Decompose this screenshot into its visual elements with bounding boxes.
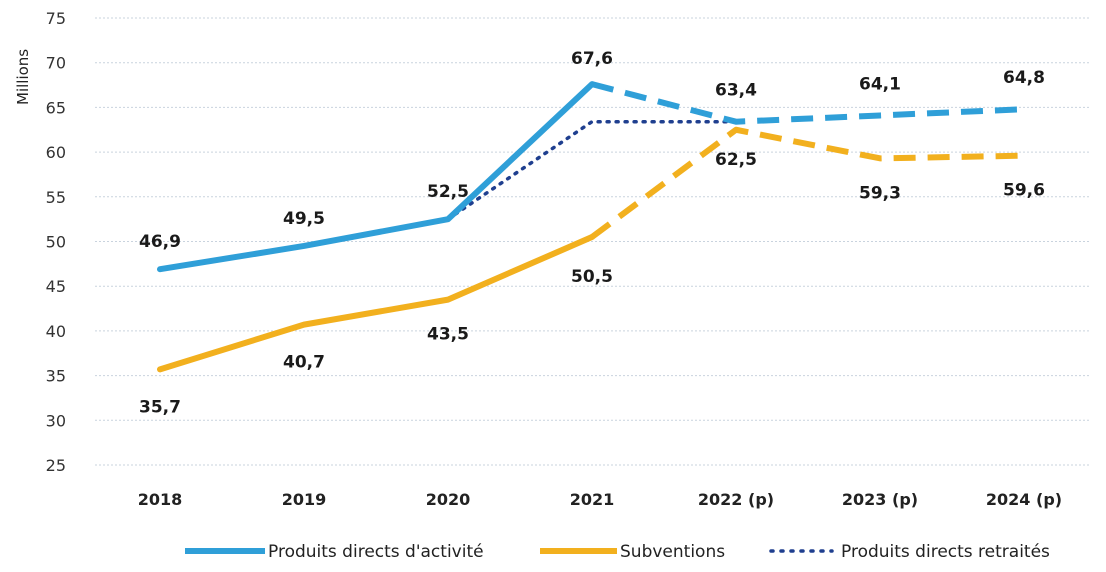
grid-layer [95,17,1090,466]
data-label-subventions: 35,7 [139,397,181,417]
y-tick-label: 40 [46,322,66,341]
data-label-subventions: 62,5 [715,150,757,170]
data-label-produits-directs: 64,8 [1003,68,1045,88]
data-label-subventions: 50,5 [571,267,613,287]
data-label-produits-directs: 67,6 [571,49,613,69]
data-label-produits-directs: 46,9 [139,232,181,252]
legend-label-produits-directs: Produits directs d'activité [268,542,484,562]
y-tick-label: 50 [46,233,66,252]
legend-label-subventions: Subventions [620,542,725,562]
data-labels: 46,9 49,5 52,5 67,6 63,4 64,1 64,8 35,7 40,7 43,5… [139,49,1045,417]
data-label-produits-directs: 52,5 [427,182,469,202]
data-label-subventions: 59,6 [1003,181,1045,201]
y-tick-label: 35 [46,367,66,386]
legend: Produits directs d'activité Subventions Pr… [185,542,1050,562]
series-line-produits-directs-actual [157,81,595,273]
y-tick-label: 70 [46,54,66,73]
y-tick-label: 60 [46,143,66,162]
x-axis-ticks: 2018 2019 2020 2021 2022 (p) 2023 (p) 2024 (p) [138,490,1062,509]
series-line-subventions-forecast [590,126,1025,240]
x-tick-label: 2024 (p) [986,490,1062,509]
data-label-subventions: 43,5 [427,325,469,345]
y-tick-label: 75 [46,9,66,28]
y-tick-label: 45 [46,277,66,296]
legend-label-produits-directs-retraites: Produits directs retraités [841,542,1050,562]
data-label-subventions: 40,7 [283,353,325,373]
x-tick-label: 2019 [282,490,327,509]
data-label-produits-directs: 64,1 [859,74,901,94]
y-tick-label: 55 [46,188,66,207]
series-layer [157,81,1025,373]
series-line-subventions-actual [157,234,595,373]
x-tick-label: 2023 (p) [842,490,918,509]
x-tick-label: 2018 [138,490,183,509]
y-tick-label: 65 [46,98,66,117]
data-label-produits-directs: 49,5 [283,209,325,229]
y-axis-label: Millions [14,49,32,105]
x-tick-label: 2022 (p) [698,490,774,509]
series-line-produits-directs-retraites [446,119,738,221]
y-tick-label: 30 [46,411,66,430]
series-line-produits-directs-forecast [591,81,1025,125]
x-tick-label: 2020 [426,490,471,509]
data-label-produits-directs: 63,4 [715,81,757,101]
x-tick-label: 2021 [570,490,615,509]
y-axis-ticks: 25 30 35 40 45 50 55 60 65 70 75 [46,9,66,475]
data-label-subventions: 59,3 [859,183,901,203]
y-tick-label: 25 [46,456,66,475]
